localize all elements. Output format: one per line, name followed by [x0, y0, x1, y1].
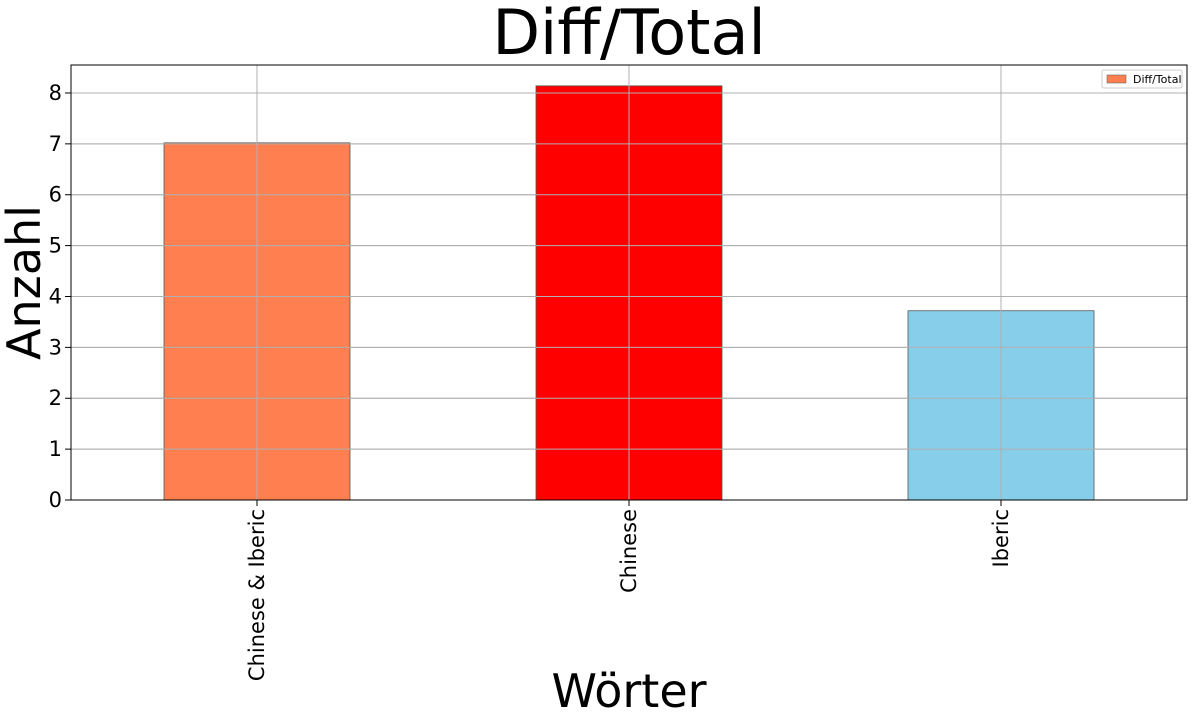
chart-title: Diff/Total — [492, 0, 765, 69]
y-tick-label: 5 — [49, 234, 62, 258]
y-tick-label: 6 — [49, 183, 62, 207]
legend: Diff/Total — [1101, 69, 1183, 89]
y-axis-label: Anzahl — [0, 205, 51, 360]
x-axis-ticks: Chinese & Iberic Chinese Iberic — [245, 500, 1013, 681]
y-tick-label: 0 — [49, 488, 62, 512]
y-tick-label: 3 — [49, 335, 62, 359]
grid-lines-front — [71, 65, 1187, 500]
y-tick-label: 2 — [49, 386, 62, 410]
y-tick-label: 7 — [49, 132, 62, 156]
x-tick-label: Iberic — [989, 509, 1013, 567]
y-tick-label: 1 — [49, 437, 62, 461]
x-tick-label: Chinese — [617, 509, 641, 593]
y-axis-ticks: 0 1 2 3 4 5 6 7 8 — [49, 81, 71, 512]
y-tick-label: 4 — [49, 284, 62, 308]
legend-swatch — [1106, 74, 1127, 84]
legend-label: Diff/Total — [1133, 73, 1182, 86]
y-tick-label: 8 — [49, 81, 62, 105]
x-axis-label: Wörter — [551, 664, 706, 718]
x-tick-label: Chinese & Iberic — [245, 509, 269, 681]
legend-box — [1101, 69, 1183, 89]
